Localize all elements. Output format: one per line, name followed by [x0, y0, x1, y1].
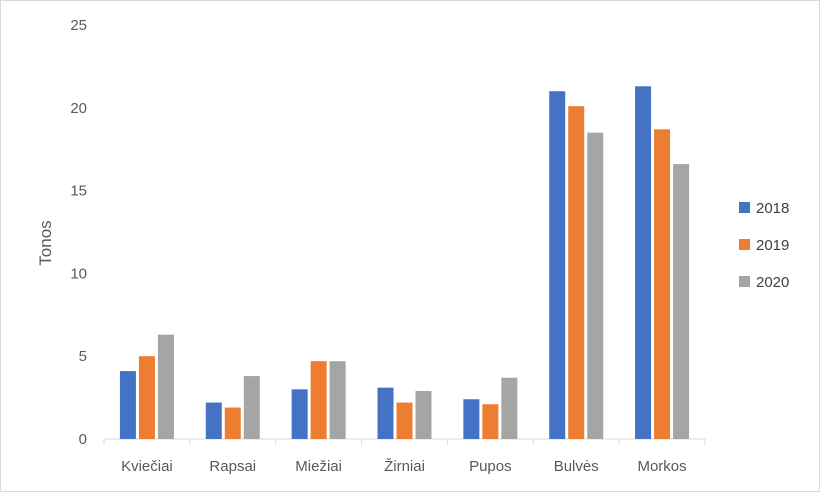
y-tick-label: 25	[70, 17, 87, 34]
bar-2018	[205, 402, 222, 439]
bar-2019	[310, 361, 327, 439]
bar-2018	[377, 387, 394, 439]
bar-2018	[119, 371, 136, 439]
y-tick-label: 10	[70, 265, 87, 282]
bar-2020	[329, 361, 346, 439]
axis-layer	[103, 438, 706, 445]
legend-label: 2019	[756, 237, 789, 254]
bar-2019	[654, 129, 671, 439]
bar-2020	[157, 334, 174, 439]
bar-2020	[501, 377, 518, 439]
legend-swatch-2020	[739, 276, 750, 287]
y-tick-label: 0	[79, 431, 87, 448]
bar-2019	[396, 402, 413, 439]
bar-2018	[291, 389, 308, 439]
bar-2020	[243, 376, 260, 439]
x-tick-label: Morkos	[637, 458, 686, 475]
bar-2018	[635, 86, 652, 439]
x-tick-label: Kviečiai	[121, 458, 173, 475]
bar-2018	[549, 91, 566, 440]
bar-2019	[138, 356, 155, 439]
bar-layer	[119, 86, 690, 440]
label-layer: 0 5 10 15 20 25 Kviečiai Rapsai Miežiai Žirniai Pu…	[70, 17, 686, 475]
legend-swatch-2019	[739, 239, 750, 250]
bar-2019	[568, 106, 585, 440]
legend-label: 2018	[756, 200, 789, 217]
y-tick-label: 15	[70, 183, 87, 200]
bar-2020	[673, 164, 690, 439]
x-tick-label: Bulvės	[554, 458, 599, 475]
y-tick-label: 20	[70, 100, 87, 117]
x-tick-label: Žirniai	[384, 458, 425, 475]
legend: 2018 2019 2020	[739, 200, 789, 291]
bar-2018	[463, 399, 480, 439]
bar-2020	[415, 390, 432, 439]
legend-swatch-2018	[739, 202, 750, 213]
bar-2019	[224, 407, 241, 439]
x-tick-label: Pupos	[469, 458, 512, 475]
x-tick-label: Miežiai	[295, 458, 342, 475]
x-tick-label: Rapsai	[209, 458, 256, 475]
y-axis-label: Tonos	[36, 220, 55, 265]
bar-2019	[482, 404, 499, 439]
y-tick-label: 5	[79, 348, 87, 365]
bar-2020	[587, 132, 604, 439]
legend-label: 2020	[756, 274, 789, 291]
